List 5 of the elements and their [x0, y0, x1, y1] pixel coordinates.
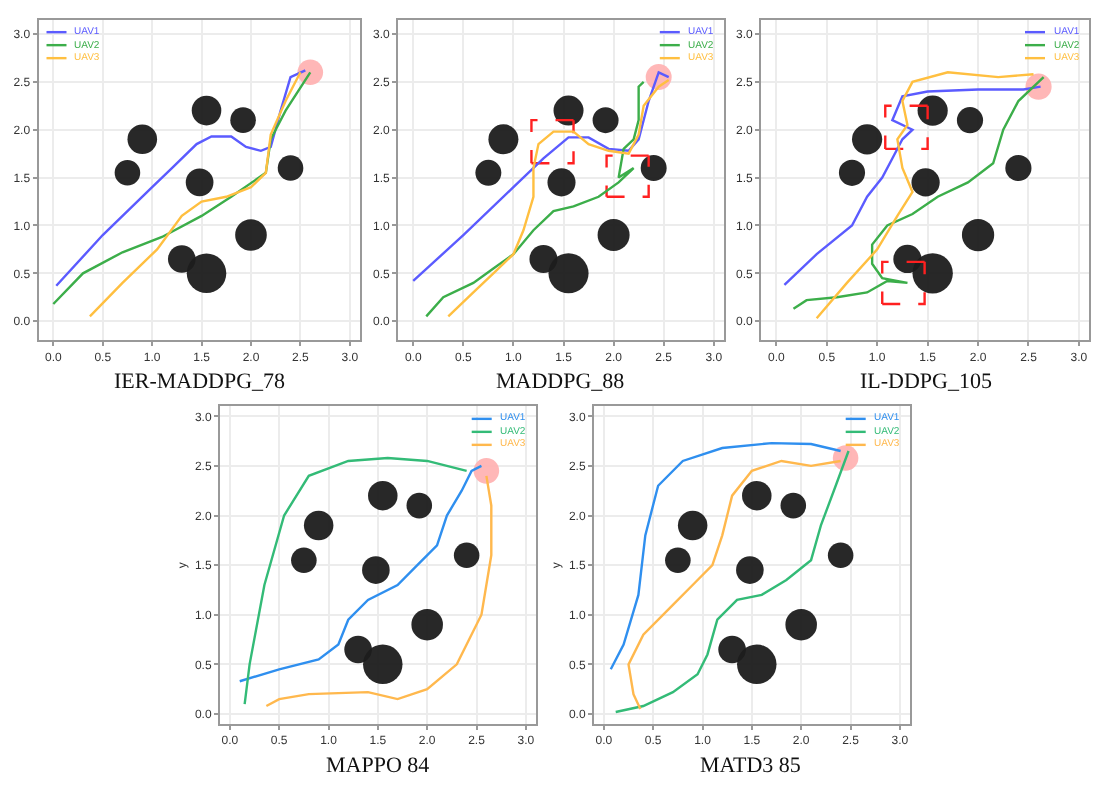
text: MAPPO 84	[326, 754, 431, 778]
text: IL-DDPG_105	[860, 370, 993, 394]
text: IER-MADDPG_78	[114, 370, 287, 394]
text: MATD3 85	[700, 754, 802, 778]
text: MADDPG_88	[496, 370, 626, 394]
